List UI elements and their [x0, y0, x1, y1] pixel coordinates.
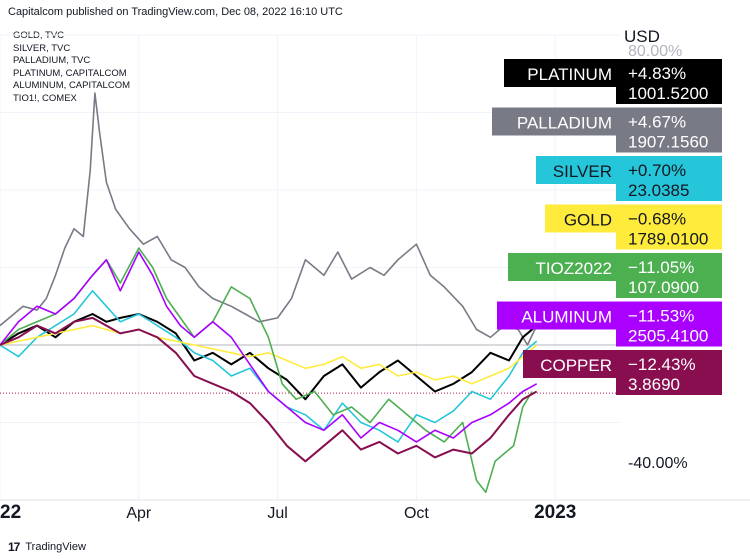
- x-tick-label: 22: [0, 502, 21, 523]
- series-value-tag: [616, 59, 722, 104]
- series-name-label: PLATINUM: [527, 65, 612, 84]
- series-value-tag: [616, 350, 722, 395]
- series-name-label: PALLADIUM: [517, 114, 612, 133]
- series-change-label: −11.05%: [628, 258, 694, 277]
- series-name-tag: [545, 204, 616, 233]
- series-change-label: −11.53%: [628, 307, 694, 326]
- series-line-tioz2022: [0, 247, 533, 494]
- series-name-tag: [523, 350, 616, 378]
- series-line-palladium: [0, 92, 538, 346]
- legend-entry: SILVER, TVC: [13, 42, 71, 54]
- series-value-tag: [616, 107, 722, 153]
- series-line-silver: [0, 289, 538, 443]
- series-value-tag: [616, 204, 722, 250]
- publisher-caption: Capitalcom published on TradingView.com,…: [8, 6, 343, 18]
- x-tick-label: 2023: [534, 502, 576, 523]
- series-value-tag: [616, 301, 722, 347]
- series-last-value-label: 1789.0100: [628, 230, 708, 249]
- series-last-value-label: 1907.1560: [628, 133, 708, 152]
- legend-entry: ALUMINUM, CAPITALCOM: [13, 80, 131, 92]
- series-last-value-label: 1001.5200: [628, 84, 708, 103]
- series-last-value-label: 3.8690: [628, 375, 680, 394]
- series-change-label: +4.83%: [628, 64, 686, 83]
- series-change-label: +0.70%: [628, 161, 686, 180]
- tradingview-footer[interactable]: 17 TradingView: [8, 540, 86, 554]
- legend-entry: TIO1!, COMEX: [13, 92, 77, 104]
- x-tick-label: Jul: [267, 505, 287, 522]
- legend-entry: PLATINUM, CAPITALCOM: [13, 67, 127, 79]
- x-tick-label: Oct: [404, 505, 429, 522]
- series-value-tag: [616, 253, 722, 298]
- series-last-value-label: 23.0385: [628, 181, 689, 200]
- series-name-label: ALUMINUM: [521, 308, 612, 327]
- series-name-tag: [497, 301, 616, 330]
- y-tick-label: -40.00%: [628, 455, 688, 472]
- tradingview-logo-icon: 17: [8, 540, 20, 554]
- series-line-aluminum: [0, 251, 538, 443]
- series-name-label: SILVER: [553, 162, 612, 181]
- series-name-label: GOLD: [564, 211, 612, 230]
- series-name-tag: [508, 253, 616, 281]
- series-name-tag: [504, 59, 616, 87]
- series-last-value-label: 2505.4100: [628, 327, 708, 346]
- series-change-label: −0.68%: [628, 210, 686, 229]
- series-line-gold: [0, 324, 538, 385]
- series-change-label: −12.43%: [628, 355, 696, 374]
- series-last-value-label: 107.0900: [628, 278, 699, 297]
- series-name-tag: [492, 107, 616, 136]
- series-line-copper: [0, 316, 538, 463]
- y-axis-unit: USD: [624, 27, 660, 46]
- series-value-tag: [616, 156, 722, 201]
- series-line-platinum: [0, 313, 538, 401]
- series-name-label: COPPER: [540, 356, 612, 375]
- series-change-label: +4.67%: [628, 113, 686, 132]
- x-tick-label: Apr: [126, 505, 152, 522]
- y-tick-label: 80.00%: [628, 43, 682, 60]
- series-name-tag: [536, 156, 616, 184]
- series-name-label: TIOZ2022: [535, 259, 612, 278]
- tradingview-label: TradingView: [25, 541, 86, 553]
- legend-entry: PALLADIUM, TVC: [13, 55, 91, 67]
